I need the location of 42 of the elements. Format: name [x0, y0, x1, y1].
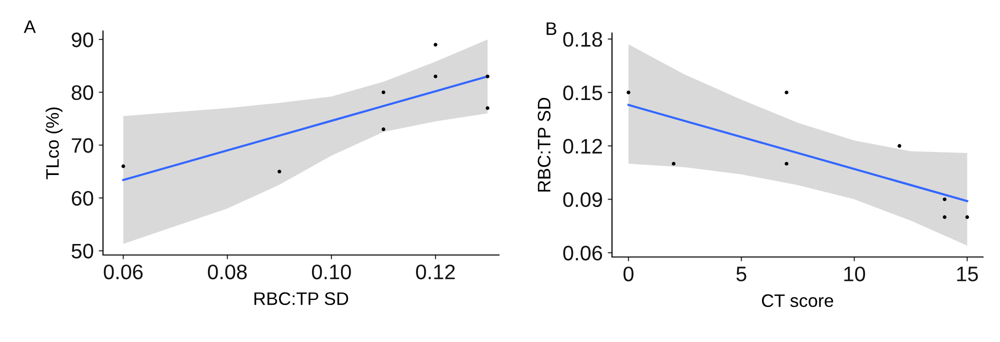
y-tick-label: 0.09	[563, 192, 602, 208]
point	[784, 90, 788, 94]
point	[382, 127, 386, 132]
y-tick-label: 90	[72, 32, 94, 48]
text: B	[546, 22, 556, 35]
x-axis-title: RBC:TP SD	[254, 292, 348, 306]
y-tick-label: 0.15	[563, 85, 602, 100]
x-tick-label: 0.08	[208, 264, 247, 280]
y-tick-label: 0.06	[563, 246, 602, 260]
x-tick-label: 0.06	[104, 264, 143, 280]
point	[434, 42, 438, 47]
point	[942, 197, 946, 202]
x-tick-label: 15	[957, 266, 978, 282]
point	[121, 164, 126, 168]
point	[626, 90, 630, 94]
point	[898, 144, 902, 148]
point	[278, 170, 282, 174]
line-series	[627, 104, 968, 202]
y-tick-label: 0.12	[563, 138, 602, 154]
x-tick-label: 0	[624, 266, 634, 282]
y-tick-label: 80	[72, 85, 94, 100]
point	[486, 74, 490, 78]
y-tick-label: 0.18	[563, 32, 602, 47]
x-axis-title: CT score	[762, 294, 834, 308]
line-series	[122, 75, 489, 182]
x-tick-label: 0.12	[416, 264, 455, 280]
point	[672, 162, 676, 166]
point	[486, 106, 490, 110]
y-tick-label: 50	[72, 244, 94, 259]
x-tick-label: 5	[736, 266, 746, 282]
text: A	[24, 20, 36, 33]
point	[784, 162, 788, 166]
x-tick-label: 10	[844, 266, 866, 282]
y-axis-title: TLco (%)	[46, 108, 62, 180]
point	[942, 215, 946, 219]
point	[382, 90, 386, 94]
point	[434, 74, 438, 78]
y-tick-label: 60	[72, 190, 94, 206]
point	[965, 215, 970, 219]
y-axis-title: RBC:TP SD	[538, 98, 551, 192]
y-tick-label: 70	[72, 138, 94, 153]
x-tick-label: 0.10	[312, 264, 351, 280]
